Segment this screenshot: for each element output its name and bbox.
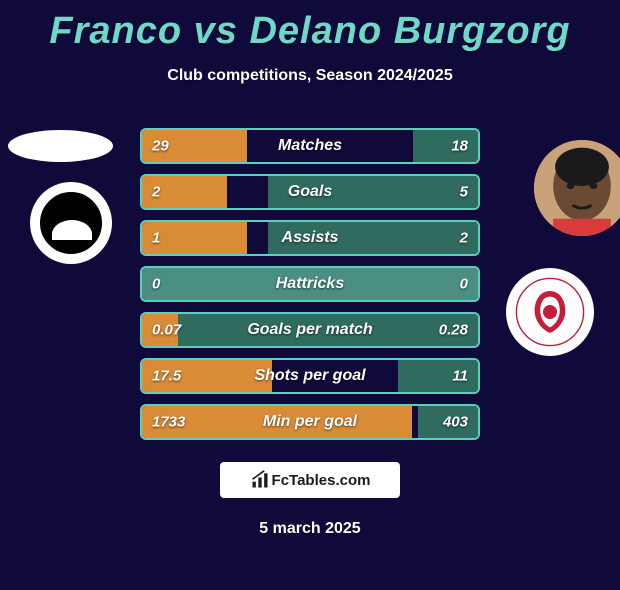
stat-value-right: 5: [460, 184, 468, 201]
swansea-badge-icon: [36, 188, 106, 258]
club-left-badge: [30, 182, 112, 264]
stat-label: Goals per match: [142, 321, 478, 339]
stat-value-right: 18: [451, 138, 468, 155]
stat-value-right: 0: [460, 276, 468, 293]
stats-table: 29Matches182Goals51Assists20Hattricks00.…: [140, 128, 480, 450]
club-right-badge: [506, 268, 594, 356]
middlesbrough-badge-icon: [515, 277, 585, 347]
face-icon: [534, 140, 620, 236]
stat-value-right: 2: [460, 230, 468, 247]
page-title: Franco vs Delano Burgzorg: [0, 10, 620, 53]
stat-label: Goals: [142, 183, 478, 201]
page-subtitle: Club competitions, Season 2024/2025: [0, 67, 620, 85]
stat-row-shots_per_goal: 17.5Shots per goal11: [140, 358, 480, 394]
stat-row-goals_per_match: 0.07Goals per match0.28: [140, 312, 480, 348]
stat-row-goals: 2Goals5: [140, 174, 480, 210]
stat-label: Assists: [142, 229, 478, 247]
stat-label: Hattricks: [142, 275, 478, 293]
stat-row-hattricks: 0Hattricks0: [140, 266, 480, 302]
stat-label: Matches: [142, 137, 478, 155]
date-label: 5 march 2025: [0, 520, 620, 538]
stat-label: Min per goal: [142, 413, 478, 431]
stat-value-right: 403: [443, 414, 468, 431]
stat-row-min_per_goal: 1733Min per goal403: [140, 404, 480, 440]
stat-value-right: 11: [452, 368, 468, 385]
brand-badge: FcTables.com: [220, 462, 400, 498]
stat-value-right: 0.28: [439, 322, 468, 339]
player-right-avatar: [534, 140, 620, 236]
bar-chart-icon: [250, 470, 270, 490]
stat-row-matches: 29Matches18: [140, 128, 480, 164]
player-left-avatar: [8, 130, 113, 162]
stat-label: Shots per goal: [142, 367, 478, 385]
brand-text: FcTables.com: [272, 472, 371, 489]
stat-row-assists: 1Assists2: [140, 220, 480, 256]
